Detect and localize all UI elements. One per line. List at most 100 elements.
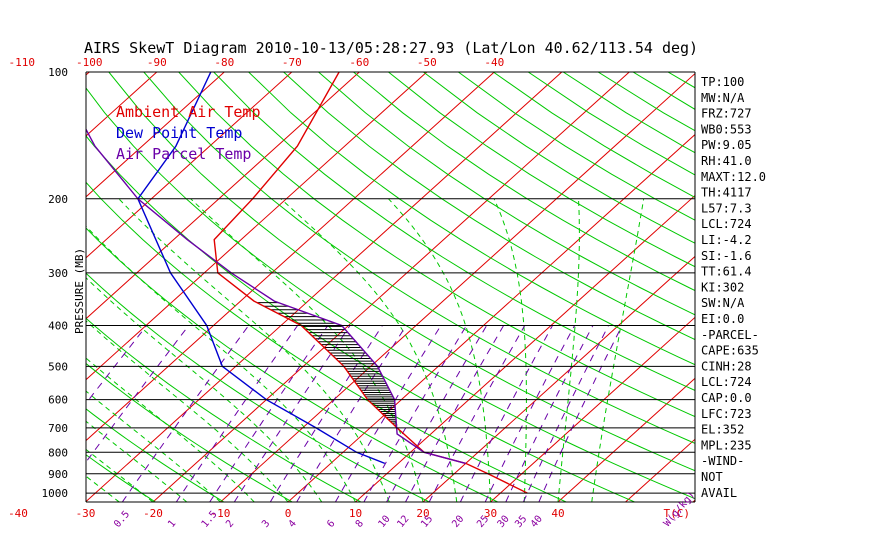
axes: 1002003004005006007008009001000-50-40-30… [8, 56, 697, 530]
index-13: KI:302 [701, 280, 744, 294]
isotherm-line [220, 72, 695, 502]
isotherm-line [86, 72, 563, 502]
dry-adiabat-line [213, 72, 695, 391]
series-dew-point-temp [137, 72, 386, 465]
isotherm-line [86, 72, 360, 320]
dry-adiabat-line [86, 362, 293, 502]
pressure-tick-label: 700 [48, 422, 68, 435]
top-temp-tick-label: -60 [349, 56, 369, 69]
index-3: WB0:553 [701, 122, 752, 136]
index-5: RH:41.0 [701, 154, 752, 168]
moist-adiabat-line [86, 420, 188, 502]
mixing-ratio-tick-label: 12 [395, 514, 411, 530]
series-air-parcel-temp [86, 127, 466, 465]
mixing-ratio-tick-label: 1 [166, 518, 178, 530]
mixing-ratio-tick-label: 30 [496, 514, 512, 530]
bottom-temp-tick-label: -20 [143, 507, 163, 520]
pressure-tick-label: 100 [48, 66, 68, 79]
dry-adiabat-line [388, 72, 695, 268]
pressure-tick-label: 500 [48, 360, 68, 373]
index-20: CAP:0.0 [701, 391, 752, 405]
bottom-temp-tick-label: 0 [285, 507, 292, 520]
dry-adiabat-line [667, 72, 695, 89]
pressure-tick-label: 800 [48, 446, 68, 459]
mixing-ratio-tick-label: 4 [287, 518, 299, 530]
index-18: CINH:28 [701, 359, 752, 373]
index-16: -PARCEL- [701, 328, 759, 342]
top-temp-tick-label: -50 [417, 56, 437, 69]
index-14: SW:N/A [701, 296, 745, 310]
dry-adiabat-line [0, 72, 19, 502]
top-temp-tick-label: -70 [282, 56, 302, 69]
mixing-ratio-line [522, 325, 609, 502]
mixing-ratio-tick-label: 2 [224, 518, 236, 530]
mixing-ratio-tick-label: 0.5 [112, 509, 132, 530]
dry-adiabat-line [318, 72, 695, 316]
index-24: -WIND- [701, 454, 744, 468]
bottom-temp-tick-label: -10 [211, 507, 231, 520]
mixing-ratio-line [233, 325, 351, 502]
index-10: LI:-4.2 [701, 233, 752, 247]
top-temp-tick-label: -90 [147, 56, 167, 69]
index-15: EI:0.0 [701, 312, 744, 326]
top-temp-tick-label: -80 [214, 56, 234, 69]
mixing-ratio-line [334, 325, 442, 502]
dry-adiabat-line [86, 408, 225, 502]
cape-hatch-area [257, 302, 397, 428]
index-9: LCL:724 [701, 217, 752, 231]
mixing-ratio-tick-label: 8 [354, 518, 366, 530]
moist-adiabat-line [388, 198, 491, 502]
index-4: PW:9.05 [701, 138, 752, 152]
dry-adiabat-line [86, 227, 498, 502]
isobar-lines [86, 71, 695, 494]
y-axis-label: PRESSURE (MB) [73, 248, 86, 334]
mixing-ratio-tick-label: 20 [450, 514, 466, 530]
dry-adiabat-line [353, 72, 695, 292]
legend-ambient-air-temp: Ambient Air Temp [116, 103, 261, 121]
index-7: TH:4117 [701, 186, 752, 200]
isotherm-line [86, 72, 428, 381]
moist-adiabat-line [0, 199, 18, 502]
dry-adiabat-line [108, 72, 695, 472]
mixing-ratio-line [121, 325, 250, 502]
grid-lines [0, 72, 695, 502]
mixing-ratio-tick-label: 10 [376, 514, 392, 530]
index-26: AVAIL [701, 486, 737, 500]
pressure-tick-label: 200 [48, 193, 68, 206]
bottom-temp-tick-label: 10 [349, 507, 362, 520]
mixing-ratio-line [505, 325, 594, 502]
dry-adiabat-line [248, 72, 695, 366]
bottom-temp-tick-label: 40 [551, 507, 564, 520]
isotherm-line [490, 316, 695, 502]
moist-adiabat-line [86, 277, 323, 502]
isotherm-line [0, 72, 22, 502]
index-22: EL:352 [701, 423, 744, 437]
mixing-ratio-line [538, 325, 623, 502]
bottom-temp-tick-label: 20 [416, 507, 429, 520]
isotherm-line [86, 72, 293, 259]
index-8: L57:7.3 [701, 201, 752, 215]
dry-adiabat-line [86, 317, 362, 502]
bottom-temp-tick-label: -30 [76, 507, 96, 520]
temp-unit-label: T(C) [664, 507, 691, 520]
isotherm-line [86, 72, 495, 442]
pressure-tick-label: 600 [48, 394, 68, 407]
moist-adiabat-line [591, 198, 645, 502]
index-25: NOT [701, 470, 723, 484]
bottom-temp-tick-label: -40 [8, 507, 28, 520]
index-11: SI:-1.6 [701, 249, 752, 263]
isotherm-line [422, 255, 695, 502]
legend-air-parcel-temp: Air Parcel Temp [116, 145, 251, 163]
top-temp-tick-label: -40 [484, 56, 504, 69]
mixing-ratio-line [209, 325, 329, 502]
dry-adiabat-line [458, 72, 695, 221]
pressure-tick-label: 1000 [42, 487, 69, 500]
moist-adiabat-line [86, 320, 289, 502]
mixing-ratio-tick-label: 3 [260, 518, 272, 530]
top-temp-tick-label: -100 [76, 56, 103, 69]
index-19: LCL:724 [701, 375, 752, 389]
dry-adiabat-line [178, 72, 695, 418]
index-12: TT:61.4 [701, 265, 752, 279]
